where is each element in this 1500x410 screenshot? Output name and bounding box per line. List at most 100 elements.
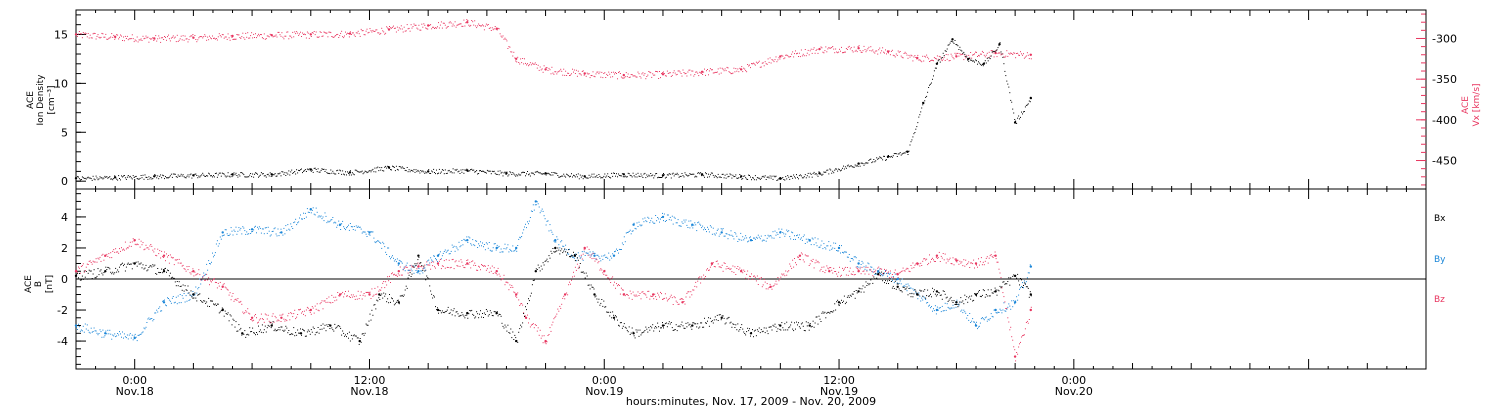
trace-dot xyxy=(430,268,432,270)
trace-dot xyxy=(311,306,313,308)
trace-dot xyxy=(291,37,293,39)
trace-dot xyxy=(830,47,832,49)
trace-dot xyxy=(173,277,175,279)
trace-dot xyxy=(854,274,856,275)
trace-dot xyxy=(612,175,614,177)
trace-dot xyxy=(896,282,898,284)
trace-dot xyxy=(1017,353,1019,355)
trace-dot xyxy=(490,173,492,175)
trace-dot xyxy=(319,31,321,33)
trace-dot xyxy=(801,177,803,179)
trace-dot xyxy=(828,173,830,175)
trace-dot xyxy=(467,317,469,319)
trace-dot xyxy=(206,301,208,303)
trace-dot xyxy=(439,251,441,253)
trace-dot xyxy=(627,231,629,233)
trace-dot xyxy=(374,304,376,306)
trace-dot xyxy=(633,175,635,177)
trace-dot xyxy=(967,59,969,61)
trace-dot xyxy=(679,71,681,73)
trace-dot xyxy=(286,172,288,174)
trace-dot xyxy=(569,256,570,258)
trace-dot xyxy=(406,266,408,268)
trace-dot xyxy=(176,303,178,305)
trace-dot xyxy=(78,326,80,328)
trace-dot xyxy=(734,232,736,233)
trace-dot xyxy=(679,225,681,227)
trace-dot xyxy=(794,176,795,178)
trace-dot xyxy=(122,262,123,264)
trace-dot xyxy=(630,175,632,177)
trace-dot xyxy=(717,173,719,175)
trace-dot xyxy=(240,37,242,39)
trace-dot xyxy=(622,289,624,291)
trace-dot xyxy=(290,312,292,314)
trace-dot xyxy=(792,177,794,179)
trace-dot xyxy=(369,291,371,293)
trace-dot xyxy=(920,111,922,113)
trace-dot xyxy=(226,233,228,235)
trace-dot xyxy=(400,295,402,297)
trace-dot xyxy=(185,270,187,272)
trace-dot xyxy=(764,235,766,237)
trace-dot xyxy=(112,271,114,273)
trace-dot xyxy=(300,214,301,216)
trace-dot xyxy=(157,248,159,250)
trace-dot xyxy=(720,72,722,74)
trace-dot xyxy=(443,312,445,314)
data-point xyxy=(270,34,273,37)
trace-dot xyxy=(952,41,954,43)
trace-dot xyxy=(971,262,973,264)
trace-dot xyxy=(492,273,494,274)
trace-dot xyxy=(773,285,775,287)
trace-dot xyxy=(978,55,980,57)
trace-dot xyxy=(385,281,387,283)
trace-dot xyxy=(753,62,754,64)
trace-dot xyxy=(316,331,318,333)
trace-dot xyxy=(148,317,150,319)
trace-dot xyxy=(917,122,919,124)
trace-dot xyxy=(372,295,374,297)
trace-dot xyxy=(250,35,252,37)
trace-dot xyxy=(377,300,379,302)
trace-dot xyxy=(227,235,229,236)
trace-dot xyxy=(143,178,145,180)
trace-dot xyxy=(231,36,233,38)
trace-dot xyxy=(986,52,988,54)
trace-dot xyxy=(426,275,428,277)
trace-dot xyxy=(210,37,211,39)
trace-dot xyxy=(692,289,694,291)
trace-dot xyxy=(503,327,505,329)
trace-dot xyxy=(83,33,85,35)
trace-dot xyxy=(565,251,567,253)
trace-dot xyxy=(78,273,80,274)
trace-dot xyxy=(872,275,874,277)
trace-dot xyxy=(125,38,127,39)
trace-dot xyxy=(610,255,612,257)
trace-dot xyxy=(305,335,307,337)
trace-dot xyxy=(115,267,117,269)
trace-dot xyxy=(245,233,247,235)
trace-dot xyxy=(694,285,696,287)
trace-dot xyxy=(782,177,784,178)
trace-dot xyxy=(487,315,489,317)
trace-dot xyxy=(743,67,745,69)
trace-dot xyxy=(594,176,596,178)
trace-dot xyxy=(105,33,107,35)
trace-dot xyxy=(190,290,192,292)
trace-dot xyxy=(857,268,859,270)
trace-dot xyxy=(184,268,186,270)
trace-dot xyxy=(85,271,87,272)
trace-dot xyxy=(443,251,445,252)
trace-dot xyxy=(486,24,488,26)
trace-dot xyxy=(521,303,523,304)
trace-dot xyxy=(746,237,748,239)
trace-dot xyxy=(566,292,568,294)
trace-dot xyxy=(293,327,295,329)
trace-dot xyxy=(313,328,315,329)
data-point xyxy=(720,231,723,234)
trace-dot xyxy=(197,39,199,41)
trace-dot xyxy=(559,70,561,72)
trace-dot xyxy=(101,254,103,256)
trace-dot xyxy=(779,58,781,60)
